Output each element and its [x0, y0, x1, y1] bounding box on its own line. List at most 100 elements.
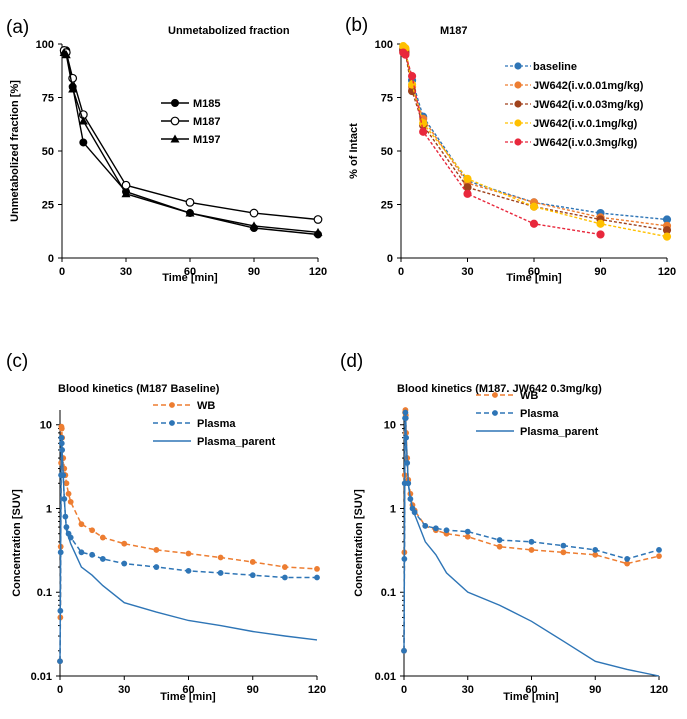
series-jw642-i-v-0-3mg-kg: [399, 48, 605, 239]
legend-marker: [514, 81, 522, 89]
panel-label: (b): [345, 15, 368, 36]
legend-entry-m197: M197: [161, 134, 221, 146]
legend-entry-m187: M187: [161, 116, 221, 128]
series-m187: [59, 46, 323, 224]
data-point: [662, 232, 672, 241]
x-tick-label: 0: [57, 684, 63, 696]
legend-label: JW642(i.v.0.1mg/kg): [533, 118, 638, 130]
data-point: [217, 570, 224, 576]
data-point: [656, 547, 662, 553]
chart-title: Blood kinetics (M187 Baseline): [58, 383, 220, 395]
legend-marker: [170, 116, 180, 126]
x-tick-label: 0: [401, 684, 407, 696]
y-tick-label: 100: [375, 39, 393, 51]
data-point: [528, 538, 535, 545]
x-tick-label: 30: [118, 684, 130, 696]
data-point: [99, 534, 106, 541]
y-tick-label: 1: [390, 503, 396, 515]
data-point: [99, 556, 106, 562]
series-wb: [57, 423, 320, 665]
legend-marker: [171, 99, 179, 107]
series-line: [63, 48, 319, 236]
legend-entry-plasma: Plasma: [153, 418, 236, 430]
chart-title: M187: [440, 25, 468, 37]
data-point: [249, 221, 259, 230]
data-point: [463, 174, 472, 183]
legend-label: Plasma: [197, 418, 236, 430]
y-axis-label: Unmetabolized fraction [%]: [9, 80, 21, 222]
y-tick-label: 0: [48, 253, 54, 265]
y-tick-label: 50: [42, 146, 54, 158]
y-tick-label: 75: [42, 93, 54, 105]
legend-marker: [169, 420, 175, 426]
x-tick-label: 30: [120, 266, 132, 278]
data-point: [464, 533, 471, 540]
legend-marker: [170, 134, 180, 143]
data-point: [121, 180, 131, 190]
legend-label: JW642(i.v.0.01mg/kg): [533, 80, 644, 92]
x-tick-label: 90: [248, 266, 260, 278]
y-axis-label: Concentration [SUV]: [11, 489, 23, 597]
series-plasma-parent: [403, 412, 660, 677]
data-point: [314, 566, 320, 572]
data-point: [464, 528, 471, 535]
data-point: [78, 116, 88, 125]
series-line: [59, 437, 318, 662]
y-axis-label: % of Intact: [348, 123, 360, 179]
series-line: [402, 49, 668, 231]
series-plasma-parent: [59, 437, 318, 662]
legend-label: WB: [520, 390, 538, 402]
data-point: [432, 525, 439, 532]
chart-b: (b) M187 0 30 60 90 120 0 25 50 75 100 Time [min] % o…: [345, 15, 676, 284]
y-tick-label: 100: [36, 39, 54, 51]
x-axis-label: Time [min]: [160, 691, 216, 703]
y-tick-label: 10: [384, 420, 396, 432]
data-point: [529, 219, 539, 228]
data-point: [596, 230, 605, 239]
series-line: [402, 49, 668, 221]
x-tick-label: 120: [658, 266, 676, 278]
legend-label: JW642(i.v.0.3mg/kg): [533, 137, 638, 149]
axes: [397, 43, 668, 262]
series-line: [402, 45, 668, 238]
data-point: [89, 551, 96, 558]
x-tick-label: 60: [528, 266, 540, 278]
data-point: [249, 572, 256, 579]
data-point: [624, 556, 631, 562]
legend-entry-plasma-parent: Plasma_parent: [153, 436, 276, 448]
y-axis-label: Concentration [SUV]: [353, 489, 365, 597]
x-tick-label: 60: [182, 684, 194, 696]
data-point: [217, 554, 224, 561]
legend-label: WB: [197, 400, 215, 412]
x-tick-label: 30: [461, 266, 473, 278]
data-point: [78, 549, 85, 556]
data-point: [281, 564, 288, 570]
series-wb: [401, 407, 662, 654]
y-tick-label: 0.01: [31, 671, 52, 683]
data-point: [443, 527, 450, 534]
legend-entry-plasma: Plasma: [476, 408, 559, 420]
data-point: [592, 551, 599, 558]
x-tick-label: 120: [650, 684, 668, 696]
data-point: [78, 521, 85, 528]
y-tick-label: 0: [387, 253, 393, 265]
y-tick-label: 25: [42, 200, 54, 212]
data-point: [249, 208, 259, 218]
data-point: [281, 574, 288, 581]
x-tick-label: 120: [309, 266, 327, 278]
series-plasma: [57, 434, 320, 665]
data-point: [463, 189, 472, 198]
legend-label: JW642(i.v.0.03mg/kg): [533, 99, 644, 111]
data-point: [185, 567, 192, 574]
data-point: [63, 480, 70, 487]
data-point: [185, 197, 195, 207]
data-point: [121, 560, 128, 567]
data-point: [58, 425, 65, 432]
data-point: [89, 527, 96, 534]
x-tick-label: 60: [525, 684, 537, 696]
y-tick-label: 75: [381, 93, 393, 105]
data-point: [496, 537, 503, 543]
data-point: [249, 559, 256, 565]
legend-entry-wb: WB: [476, 390, 538, 402]
